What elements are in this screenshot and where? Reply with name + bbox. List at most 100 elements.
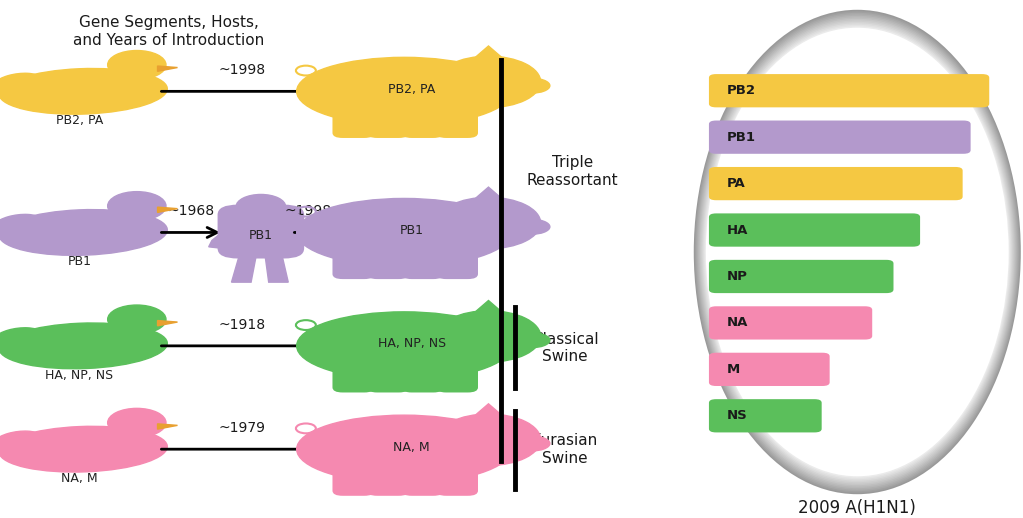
Text: NA, M: NA, M xyxy=(394,441,430,454)
Polygon shape xyxy=(158,66,178,71)
Polygon shape xyxy=(110,215,141,227)
FancyBboxPatch shape xyxy=(332,362,374,393)
Ellipse shape xyxy=(0,210,168,255)
Circle shape xyxy=(107,305,166,334)
Ellipse shape xyxy=(694,10,1021,494)
Text: ~1918: ~1918 xyxy=(218,318,266,332)
Text: PB1: PB1 xyxy=(249,229,273,242)
Ellipse shape xyxy=(512,78,550,93)
Ellipse shape xyxy=(512,436,550,451)
Text: Classical
Swine: Classical Swine xyxy=(532,332,598,364)
Polygon shape xyxy=(110,329,141,340)
Polygon shape xyxy=(473,46,504,59)
Ellipse shape xyxy=(703,23,1012,481)
FancyBboxPatch shape xyxy=(709,121,971,154)
FancyBboxPatch shape xyxy=(367,465,409,496)
Text: ~1979: ~1979 xyxy=(219,421,265,435)
Text: 2009 A(H1N1): 2009 A(H1N1) xyxy=(798,499,917,517)
Text: NS: NS xyxy=(726,409,747,422)
Text: PB2, PA: PB2, PA xyxy=(388,83,436,96)
Polygon shape xyxy=(473,187,504,200)
Text: NA, M: NA, M xyxy=(61,472,97,485)
FancyBboxPatch shape xyxy=(401,107,444,138)
Ellipse shape xyxy=(512,219,550,234)
Circle shape xyxy=(236,194,285,219)
Text: PB1: PB1 xyxy=(726,131,755,143)
FancyBboxPatch shape xyxy=(709,74,989,107)
FancyBboxPatch shape xyxy=(709,399,821,433)
Ellipse shape xyxy=(700,19,1015,485)
Ellipse shape xyxy=(297,198,512,266)
Polygon shape xyxy=(277,220,307,247)
Text: Gene Segments, Hosts,
and Years of Introduction: Gene Segments, Hosts, and Years of Intro… xyxy=(74,15,264,48)
FancyBboxPatch shape xyxy=(367,248,409,279)
Ellipse shape xyxy=(695,11,1020,493)
Ellipse shape xyxy=(297,57,512,125)
Ellipse shape xyxy=(0,431,43,452)
FancyBboxPatch shape xyxy=(709,260,893,293)
Text: NA: NA xyxy=(726,316,748,329)
Text: ~1968: ~1968 xyxy=(167,205,215,219)
Ellipse shape xyxy=(0,328,43,349)
Ellipse shape xyxy=(297,415,512,483)
Circle shape xyxy=(436,311,541,362)
Ellipse shape xyxy=(702,22,1013,482)
FancyBboxPatch shape xyxy=(401,362,444,393)
Ellipse shape xyxy=(705,26,1010,478)
Polygon shape xyxy=(158,321,178,326)
Polygon shape xyxy=(158,207,178,212)
FancyBboxPatch shape xyxy=(218,205,304,258)
Polygon shape xyxy=(110,75,141,85)
FancyBboxPatch shape xyxy=(401,465,444,496)
Ellipse shape xyxy=(297,312,512,380)
Polygon shape xyxy=(209,220,241,249)
FancyBboxPatch shape xyxy=(401,248,444,279)
Circle shape xyxy=(107,51,166,79)
Ellipse shape xyxy=(698,16,1017,488)
FancyBboxPatch shape xyxy=(709,353,830,386)
Circle shape xyxy=(436,414,541,466)
FancyBboxPatch shape xyxy=(332,107,374,138)
Polygon shape xyxy=(110,432,141,443)
Text: HA, NP, NS: HA, NP, NS xyxy=(377,337,446,351)
Polygon shape xyxy=(473,404,504,417)
Ellipse shape xyxy=(0,323,168,369)
FancyBboxPatch shape xyxy=(332,248,374,279)
FancyBboxPatch shape xyxy=(332,465,374,496)
Ellipse shape xyxy=(0,73,43,94)
Ellipse shape xyxy=(512,333,550,348)
Ellipse shape xyxy=(697,15,1018,490)
Text: NP: NP xyxy=(726,270,747,283)
Ellipse shape xyxy=(696,13,1019,491)
Text: ~1998: ~1998 xyxy=(218,63,266,77)
Ellipse shape xyxy=(0,426,168,472)
Ellipse shape xyxy=(706,28,1009,476)
Text: HA, NP, NS: HA, NP, NS xyxy=(45,368,114,382)
Ellipse shape xyxy=(704,25,1011,479)
FancyBboxPatch shape xyxy=(367,107,409,138)
Text: PB2, PA: PB2, PA xyxy=(55,114,103,127)
Circle shape xyxy=(107,192,166,220)
Polygon shape xyxy=(264,249,288,282)
FancyBboxPatch shape xyxy=(709,167,963,200)
FancyBboxPatch shape xyxy=(436,362,478,393)
FancyBboxPatch shape xyxy=(709,213,920,247)
FancyBboxPatch shape xyxy=(436,248,478,279)
Polygon shape xyxy=(473,300,504,314)
Text: Triple
Reassortant: Triple Reassortant xyxy=(527,155,619,188)
Text: HA: HA xyxy=(726,224,748,237)
Polygon shape xyxy=(158,424,178,429)
Text: PB2: PB2 xyxy=(726,84,755,97)
Ellipse shape xyxy=(0,214,43,235)
Text: PB1: PB1 xyxy=(68,255,91,268)
FancyBboxPatch shape xyxy=(367,362,409,393)
FancyBboxPatch shape xyxy=(436,107,478,138)
Ellipse shape xyxy=(699,17,1016,487)
Ellipse shape xyxy=(0,68,168,114)
Text: PB1: PB1 xyxy=(400,224,424,237)
Ellipse shape xyxy=(701,20,1014,484)
Circle shape xyxy=(436,56,541,108)
Text: ~1998: ~1998 xyxy=(284,205,332,219)
Text: Eurasian
Swine: Eurasian Swine xyxy=(532,434,598,466)
Text: M: M xyxy=(726,363,740,376)
